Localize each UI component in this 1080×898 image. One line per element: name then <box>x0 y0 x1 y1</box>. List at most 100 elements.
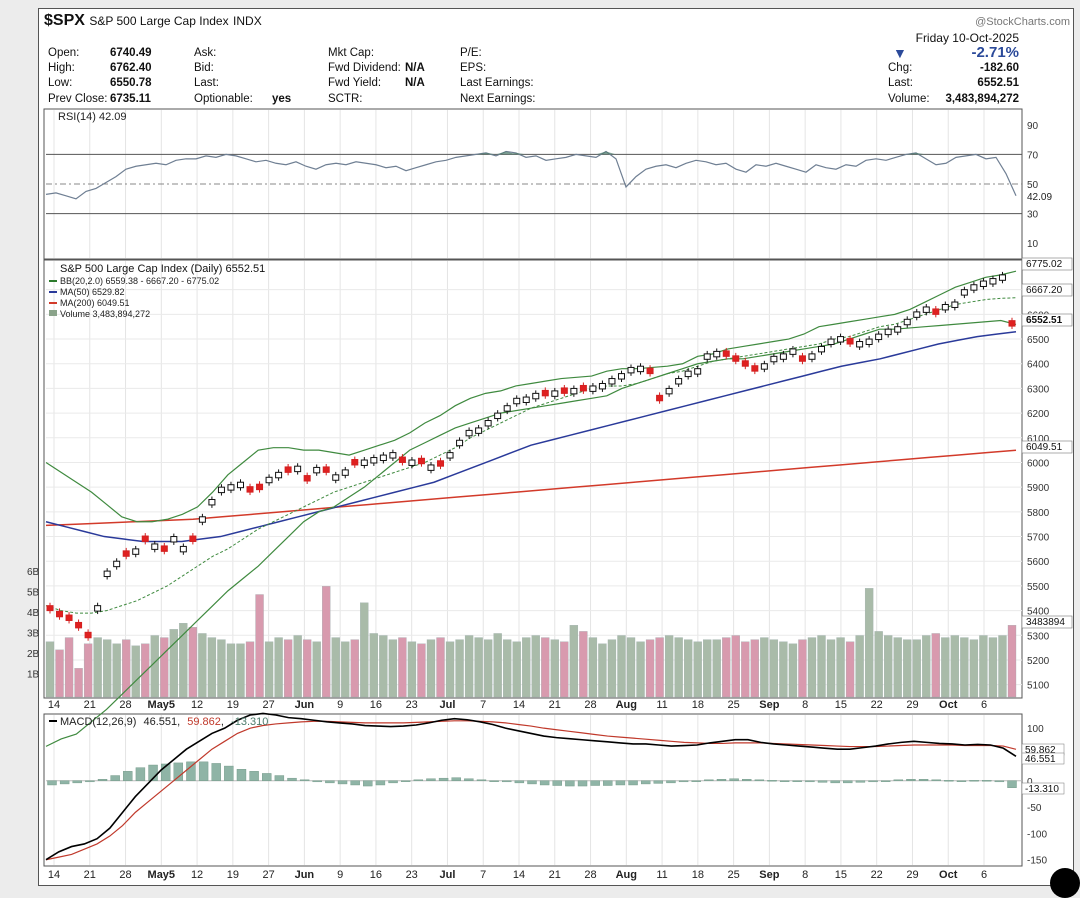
price-axis-label: 6552.51 <box>1026 315 1063 326</box>
fwd-dividend-value: N/A <box>405 62 425 74</box>
macd-label-box <box>1021 752 1065 765</box>
candle-body <box>818 345 826 353</box>
macd-histogram-bar <box>767 780 777 782</box>
candle-body <box>522 396 530 403</box>
ma50-legend: MA(50) 6529.82 <box>60 287 125 297</box>
candle-body <box>379 454 387 462</box>
macd-legend: MACD(12,26,9) 46.551, 59.862, -13.310 <box>60 716 268 728</box>
volume-bar <box>626 637 636 698</box>
rsi-axis-tick: 70 <box>1027 150 1039 161</box>
candle-body <box>208 499 216 506</box>
ma200-line <box>45 449 1017 527</box>
candle-body <box>827 338 835 345</box>
volume-bar <box>160 637 169 698</box>
x-axis-tick-label: Oct <box>939 699 958 711</box>
volume-bar <box>798 639 807 698</box>
x-axis-tick-label: Jun <box>295 699 315 711</box>
macd-histogram-bar <box>615 780 626 786</box>
macd-histogram-bar <box>830 780 840 784</box>
price-axis-tick: 6300 <box>1027 384 1050 395</box>
low-value: 6550.78 <box>110 77 152 89</box>
candle-body <box>475 427 483 434</box>
volume-bar <box>617 635 626 698</box>
bb-lower-line <box>45 319 1017 747</box>
ma200-legend: MA(200) 6049.51 <box>60 298 130 308</box>
rsi-axis-tick: 10 <box>1027 239 1039 250</box>
volume-bar <box>417 643 426 698</box>
volume-bar <box>988 637 998 698</box>
volume-bar <box>293 635 302 698</box>
macd-histogram-bar <box>527 780 537 785</box>
candle-body <box>979 280 987 287</box>
price-axis-tick: 5500 <box>1027 582 1050 593</box>
macd-axis-label: 46.551 <box>1025 754 1056 765</box>
macd-histogram-bar <box>438 777 449 781</box>
macd-histogram-bar <box>691 780 701 782</box>
macd-axis-tick: 100 <box>1027 724 1044 735</box>
sctr-label: SCTR: <box>328 93 363 105</box>
volume-bar <box>198 633 207 698</box>
candle-body <box>913 311 921 318</box>
down-arrow-icon: ▼ <box>893 45 907 61</box>
candle-body <box>227 484 235 491</box>
candle-body <box>84 631 92 639</box>
volume-bar <box>855 635 864 698</box>
macd-histogram-bar <box>666 780 676 784</box>
volume-bar <box>93 637 102 698</box>
macd-histogram-bar <box>653 780 664 784</box>
candle-body <box>389 452 397 459</box>
optionable-label: Optionable: <box>194 93 253 105</box>
price-axis-tick: 5400 <box>1027 607 1050 618</box>
volume-bar <box>826 639 836 698</box>
index-name: S&P 500 Large Cap Index <box>89 14 229 28</box>
macd-legend-prefix: MACD(12,26,9) <box>60 716 136 728</box>
macd-histogram-bar <box>539 780 550 786</box>
macd-histogram-bar <box>640 780 651 785</box>
macd-histogram-bar <box>956 780 967 782</box>
macd-histogram-bar <box>173 762 184 781</box>
candle-body <box>246 486 254 493</box>
volume-bar <box>369 633 378 698</box>
candle-body <box>456 439 464 447</box>
x-axis-tick-label: 8 <box>802 869 808 881</box>
volume-bar <box>455 639 464 698</box>
volume-bar <box>703 639 712 698</box>
volume-bar <box>236 643 245 698</box>
x-axis-tick-label: 23 <box>406 699 418 711</box>
x-axis-tick-label: 19 <box>227 869 239 881</box>
macd-histogram-bar <box>716 779 727 781</box>
high-label: High: <box>48 62 75 74</box>
volume-bar <box>322 586 331 698</box>
volume-bar <box>845 641 855 698</box>
quote-panel: Open: 6740.49 High: 6762.40 Low: 6550.78… <box>45 31 1023 109</box>
candle-body <box>446 452 454 459</box>
macd-histogram-bar <box>426 778 436 781</box>
macd-histogram-bar <box>312 780 322 783</box>
candle-body <box>903 318 911 326</box>
x-axis-tick-label: 28 <box>584 699 596 711</box>
macd-histogram-bar <box>299 779 310 781</box>
x-axis-tick-label: 9 <box>337 869 343 881</box>
candle-body <box>798 355 806 362</box>
volume-bar <box>931 633 940 698</box>
macd-legend-hist: -13.310 <box>231 716 268 728</box>
candle-body <box>684 370 692 378</box>
price-axis-tick: 5700 <box>1027 533 1050 544</box>
volume-bar <box>274 637 283 698</box>
candle-body <box>617 373 625 380</box>
volume-bar <box>788 643 798 698</box>
price-axis-tick: 5100 <box>1027 681 1050 692</box>
candle-body <box>408 459 416 466</box>
chg-label: Chg: <box>888 62 913 74</box>
volume-bar <box>569 625 579 698</box>
candle-body <box>484 420 492 427</box>
candle-body <box>189 535 197 542</box>
price-axis-label: 3483894 <box>1026 617 1065 628</box>
price-legend-title: S&P 500 Large Cap Index (Daily) 6552.51 <box>60 263 265 275</box>
x-axis-tick-label: 8 <box>802 699 808 711</box>
macd-histogram-bar <box>931 779 941 781</box>
candle-body <box>303 475 311 482</box>
x-axis-tick-label: 28 <box>119 699 131 711</box>
next-earnings-label: Next Earnings: <box>460 93 536 105</box>
